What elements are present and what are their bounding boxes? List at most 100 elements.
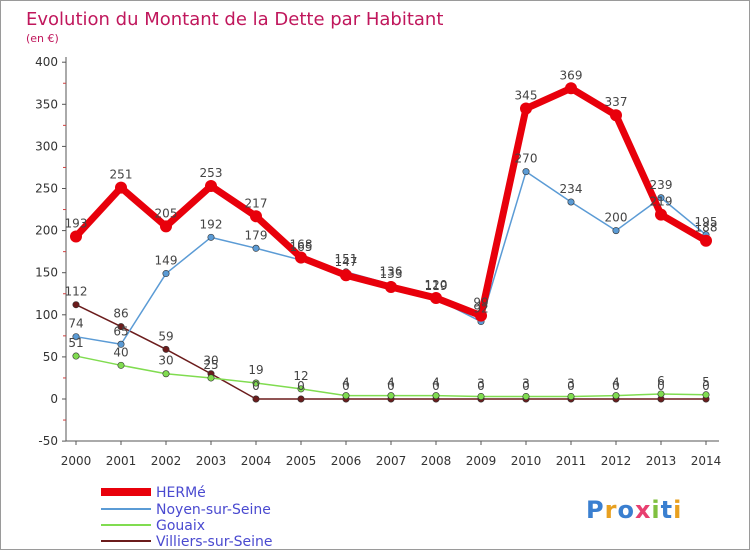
data-point[interactable] [117,361,125,369]
data-point[interactable] [117,340,125,348]
data-point[interactable] [72,352,80,360]
logo-letter: i [673,496,682,524]
data-label: 270 [515,152,538,166]
data-label: 192 [200,217,223,231]
data-point[interactable] [700,234,712,247]
data-label: 149 [155,254,178,268]
data-label: 119 [425,279,448,293]
data-point[interactable] [297,395,305,403]
data-point[interactable] [702,391,710,399]
data-label: 3 [567,376,575,390]
data-point[interactable] [612,392,620,400]
legend-label-villiers-sur-seine: Villiers-sur-Seine [156,534,273,550]
data-point[interactable] [432,392,440,400]
series-layer [70,82,712,403]
data-label: 136 [380,264,403,278]
data-point[interactable] [342,392,350,400]
data-point[interactable] [162,370,170,378]
data-point[interactable] [387,392,395,400]
data-point[interactable] [160,220,172,233]
legend-label-gouaix: Gouaix [156,518,205,534]
data-point[interactable] [162,270,170,278]
legend-item-herme[interactable]: HERMé [101,485,206,501]
data-point[interactable] [297,385,305,393]
data-point[interactable] [610,109,622,122]
data-point[interactable] [72,301,80,309]
data-point[interactable] [117,323,125,331]
data-label: 0 [657,379,665,393]
data-point[interactable] [252,379,260,387]
data-label: 4 [432,376,440,390]
data-label: 205 [155,206,178,220]
data-label: 4 [342,376,350,390]
data-label: 239 [650,178,673,192]
x-tick-label: 2013 [646,454,677,468]
y-tick-label: 400 [35,55,58,69]
legend-item-villiers-sur-seine[interactable]: Villiers-sur-Seine [101,534,273,550]
data-label: 30 [203,354,218,368]
data-label: 5 [702,375,710,389]
data-label: 120 [425,278,448,292]
data-point[interactable] [340,269,352,282]
data-point[interactable] [655,208,667,221]
data-point[interactable] [430,291,442,304]
proxiti-logo: Proxiti [586,496,682,524]
data-label: 0 [612,379,620,393]
logo-letter: i [651,496,660,524]
data-label: 51 [68,336,83,350]
legend-label-herme: HERMé [156,485,206,501]
data-label: 165 [290,240,313,254]
x-tick-label: 2001 [106,454,137,468]
x-tick-label: 2011 [556,454,587,468]
data-point[interactable] [522,168,530,176]
y-tick-label: 300 [35,139,58,153]
data-point[interactable] [477,392,485,400]
legend-item-noyen-sur-seine[interactable]: Noyen-sur-Seine [101,502,271,518]
data-point[interactable] [657,194,665,202]
data-point[interactable] [72,333,80,341]
data-point[interactable] [252,395,260,403]
data-label: 179 [245,228,268,242]
data-point[interactable] [385,281,397,294]
data-point[interactable] [295,251,307,264]
series-herme [70,82,712,322]
data-point[interactable] [520,102,532,115]
data-point[interactable] [567,392,575,400]
data-point[interactable] [475,309,487,322]
y-axis-ticks: -50 0 50 100 150 200 250 300 350 400 [35,55,66,448]
data-point[interactable] [207,233,215,241]
legend: HERMé Noyen-sur-Seine Gouaix Villiers-su… [101,485,273,550]
data-label: 337 [605,95,628,109]
logo-letter: r [605,496,618,524]
data-point[interactable] [205,179,217,192]
data-point[interactable] [115,181,127,194]
data-point[interactable] [207,374,215,382]
data-label: 193 [65,216,88,230]
chart-title: Evolution du Montant de la Dette par Hab… [26,9,443,30]
data-point[interactable] [162,345,170,353]
data-point[interactable] [567,198,575,206]
data-point[interactable] [70,230,82,243]
data-point[interactable] [250,210,262,223]
x-tick-label: 2012 [601,454,632,468]
y-tick-label: 50 [43,350,58,364]
data-label: 4 [387,376,395,390]
data-point[interactable] [612,227,620,235]
logo-letter: t [661,496,673,524]
y-tick-label: 150 [35,266,58,280]
data-label: 40 [113,345,128,359]
data-label: 86 [113,307,128,321]
x-tick-label: 2006 [331,454,362,468]
legend-item-gouaix[interactable]: Gouaix [101,518,205,534]
x-tick-label: 2009 [466,454,497,468]
y-tick-label: 100 [35,308,58,322]
data-point[interactable] [565,82,577,95]
data-label: 0 [702,379,710,393]
x-axis-ticks: 2000 2001 2002 2003 2004 2005 2006 2007 2008 2009… [61,441,721,468]
y-tick-label: 0 [50,392,58,406]
data-point[interactable] [522,392,530,400]
data-point[interactable] [657,390,665,398]
data-label: 200 [605,211,628,225]
data-point[interactable] [252,244,260,252]
